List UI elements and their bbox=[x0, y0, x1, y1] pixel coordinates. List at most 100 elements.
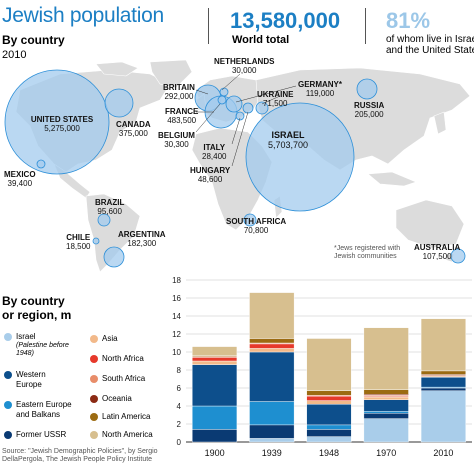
bubble-chile bbox=[92, 237, 100, 245]
bar-segment bbox=[249, 424, 295, 439]
bubble-ukraine bbox=[255, 101, 269, 115]
label-ukraine: UKRAINE 71,500 bbox=[257, 90, 294, 108]
x-tick-label: 1939 bbox=[262, 448, 282, 458]
bar-segment bbox=[192, 360, 238, 365]
world-total-value: 13,580,000 bbox=[230, 8, 341, 33]
bar-segment bbox=[249, 351, 295, 402]
y-tick-label: 10 bbox=[172, 348, 181, 357]
bar-segment bbox=[249, 292, 295, 339]
y-tick-label: 14 bbox=[172, 312, 181, 321]
bar-segment bbox=[249, 348, 295, 353]
bar-segment bbox=[363, 411, 409, 414]
bar-segment bbox=[420, 370, 466, 375]
label-russia: RUSSIA 205,000 bbox=[354, 101, 385, 119]
bar-segment bbox=[249, 343, 295, 349]
label-canada: CANADA 375,000 bbox=[116, 120, 151, 138]
bar-segment bbox=[420, 390, 466, 443]
share-label-1: of whom live in Israel bbox=[386, 34, 474, 45]
label-south-africa: SOUTH AFRICA 70,800 bbox=[226, 217, 287, 235]
bar-segment bbox=[192, 346, 238, 356]
bubble-australia bbox=[450, 248, 466, 264]
label-italy: ITALY 28,400 bbox=[202, 143, 227, 161]
stacked-bar-chart: 0 2 4 6 8 10 12 14 16 18 1900 1939 1948 1970 2010 bbox=[172, 276, 472, 458]
bar-segment bbox=[192, 364, 238, 407]
x-tick-label: 1900 bbox=[205, 448, 225, 458]
bubble-germany bbox=[225, 95, 243, 113]
header-divider-1 bbox=[208, 8, 209, 44]
y-tick-label: 4 bbox=[177, 402, 182, 411]
bubble-mexico bbox=[36, 159, 46, 169]
label-netherlands: NETHERLANDS 30,000 bbox=[214, 57, 275, 75]
legend-swatch-former-ussr bbox=[4, 431, 12, 439]
bar-segment bbox=[306, 338, 352, 391]
x-tick-label: 1948 bbox=[319, 448, 339, 458]
page-title: Jewish population bbox=[2, 4, 164, 27]
header-divider-2 bbox=[365, 8, 366, 44]
bar-segment bbox=[306, 424, 352, 430]
bar-segment bbox=[306, 395, 352, 401]
label-chile: CHILE 18,500 bbox=[66, 233, 91, 251]
bar-segment bbox=[192, 357, 238, 362]
legend-swatch-western-europe bbox=[4, 371, 12, 379]
bar-segment bbox=[306, 403, 352, 426]
bar-segment bbox=[249, 438, 295, 443]
bubble-united-states bbox=[4, 69, 110, 175]
y-tick-label: 2 bbox=[177, 420, 182, 429]
legend-swatch-north-africa bbox=[90, 355, 98, 363]
bar-segment bbox=[306, 436, 352, 443]
x-tick-label: 2010 bbox=[433, 448, 453, 458]
legend-swatch-south-africa bbox=[90, 375, 98, 383]
bubble-argentina bbox=[103, 246, 125, 268]
bar-segment bbox=[306, 400, 352, 405]
bar-segment bbox=[363, 396, 409, 400]
label-belgium: BELGIUM 30,300 bbox=[158, 131, 195, 149]
y-tick-label: 18 bbox=[172, 276, 181, 285]
legend-title: By country or region, m bbox=[2, 294, 72, 322]
bar-segment bbox=[420, 387, 466, 391]
label-brazil: BRAZIL 95,600 bbox=[95, 198, 125, 216]
y-tick-label: 12 bbox=[172, 330, 181, 339]
bar-segment bbox=[420, 318, 466, 372]
bar-segment bbox=[249, 401, 295, 426]
bar-segment bbox=[249, 338, 295, 344]
bubble-south-africa bbox=[243, 213, 257, 227]
bubble-hungary bbox=[242, 102, 254, 114]
x-tick-label: 1970 bbox=[376, 448, 396, 458]
y-tick-label: 6 bbox=[177, 384, 182, 393]
bubble-italy bbox=[235, 111, 245, 121]
y-tick-label: 0 bbox=[177, 438, 182, 447]
label-israel: ISRAEL 5,703,700 bbox=[268, 130, 309, 150]
bar-segment bbox=[363, 327, 409, 390]
legend-swatch-latin-america bbox=[90, 413, 98, 421]
page-year: 2010 bbox=[2, 49, 27, 61]
label-mexico: MEXICO 39,400 bbox=[4, 170, 36, 188]
source-note: Source: "Jewish Demographic Policies", b… bbox=[2, 448, 158, 463]
bar-segment bbox=[363, 418, 409, 443]
bar-segment bbox=[306, 390, 352, 396]
label-united-states: UNITED STATES 5,275,000 bbox=[30, 115, 94, 133]
page-subtitle: By country bbox=[2, 33, 65, 47]
label-germany: GERMANY* 119,000 bbox=[298, 80, 343, 98]
label-britain: BRITAIN 292,000 bbox=[163, 83, 195, 101]
bar-segment bbox=[192, 405, 238, 430]
bar-segment bbox=[192, 429, 238, 443]
label-australia: AUSTRALIA 107,500 bbox=[414, 243, 461, 261]
legend-swatch-asia bbox=[90, 335, 98, 343]
legend-swatch-oceania bbox=[90, 395, 98, 403]
legend-swatch-israel bbox=[4, 333, 12, 341]
bar-segment bbox=[363, 399, 409, 412]
label-argentina: ARGENTINA 182,300 bbox=[118, 230, 166, 248]
label-france: FRANCE 483,500 bbox=[165, 107, 199, 125]
bubble-brazil bbox=[97, 213, 111, 227]
share-value: 81% bbox=[386, 8, 431, 33]
y-tick-label: 16 bbox=[172, 294, 181, 303]
bar-segment bbox=[420, 376, 466, 388]
world-map bbox=[4, 60, 471, 273]
world-total-label: World total bbox=[232, 34, 290, 46]
bubble-canada bbox=[104, 88, 134, 118]
label-hungary: HUNGARY 48,600 bbox=[190, 166, 231, 184]
legend-swatch-eastern-europe bbox=[4, 401, 12, 409]
share-label-2: and the United States bbox=[386, 45, 474, 56]
bubble-netherlands bbox=[219, 87, 229, 97]
map-footnote: *Jews registered with Jewish communities bbox=[334, 245, 401, 260]
